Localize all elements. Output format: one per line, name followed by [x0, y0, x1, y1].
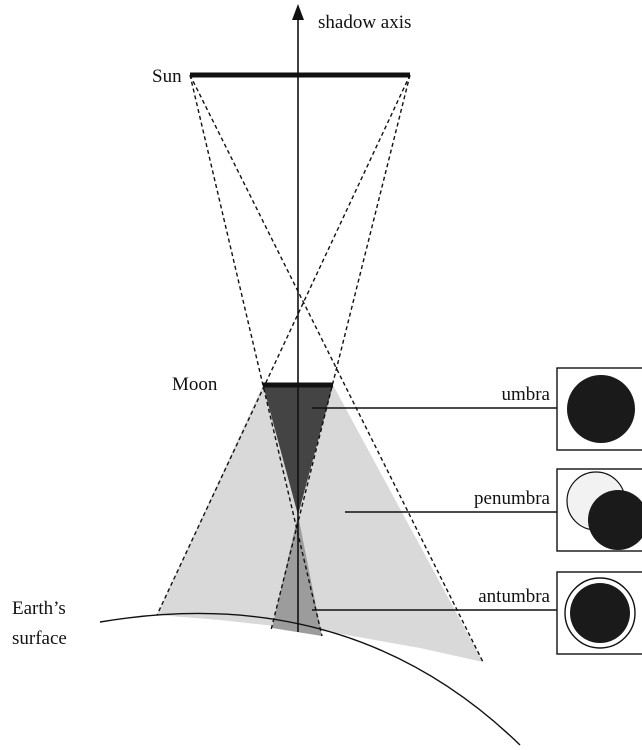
penumbra-edge	[156, 74, 411, 616]
earth-surface	[99, 612, 521, 746]
antumbra-moon-icon	[570, 583, 630, 643]
penumbra-edge	[189, 74, 484, 663]
sun-label: Sun	[152, 66, 182, 87]
axis-arrow	[292, 4, 304, 20]
umbra-icon	[567, 375, 635, 443]
penumbra-region	[157, 385, 483, 662]
penumbra-label: penumbra	[474, 488, 551, 509]
antumbra-region	[272, 515, 322, 636]
axis-label: shadow axis	[318, 12, 411, 33]
moon-label: Moon	[172, 374, 218, 395]
earth-label: Earth’s	[12, 598, 66, 619]
umbra-label: umbra	[501, 384, 550, 405]
umbra-edge	[189, 74, 323, 637]
earth-label: surface	[12, 628, 67, 649]
umbra-edge	[270, 74, 411, 631]
penumbra-moon-icon	[588, 490, 642, 550]
antumbra-label: antumbra	[478, 586, 550, 607]
